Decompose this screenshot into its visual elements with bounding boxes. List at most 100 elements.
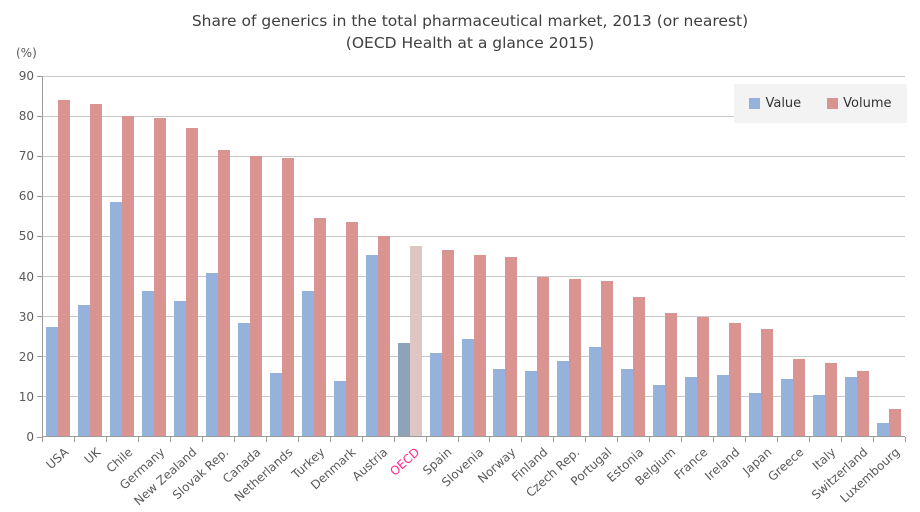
- y-axis-label-50: 50: [18, 229, 34, 244]
- bar-value-greece: [781, 378, 794, 437]
- gridline-70: [42, 155, 905, 157]
- x-axis-tick: [553, 437, 555, 442]
- y-axis-tick: [37, 195, 42, 197]
- bar-value-austria: [365, 254, 378, 437]
- bar-value-ireland: [717, 374, 730, 437]
- y-axis-label-20: 20: [18, 349, 34, 364]
- bar-value-denmark: [333, 380, 346, 437]
- x-axis-tick: [713, 437, 715, 442]
- bar-value-slovak-rep-: [205, 272, 218, 437]
- bar-value-france: [685, 376, 698, 437]
- y-axis-label-60: 60: [18, 189, 34, 204]
- y-axis-label-90: 90: [18, 69, 34, 83]
- bar-volume-netherlands: [281, 158, 294, 437]
- y-axis-label-80: 80: [18, 109, 34, 124]
- x-axis-tick: [233, 437, 235, 442]
- x-axis-tick: [393, 437, 395, 442]
- chart-title: Share of generics in the total pharmaceu…: [191, 12, 749, 30]
- bar-value-czech-rep-: [557, 360, 570, 437]
- legend-swatch-volume-icon: [827, 98, 839, 109]
- bar-volume-canada: [249, 156, 262, 437]
- x-axis-label-ireland: Ireland: [702, 445, 743, 484]
- bar-volume-turkey: [313, 218, 326, 437]
- y-axis-tick: [37, 396, 42, 398]
- x-axis-tick: [585, 437, 587, 442]
- bar-volume-slovak-rep-: [217, 150, 230, 437]
- bar-volume-spain: [441, 250, 454, 437]
- bar-value-finland: [525, 370, 538, 437]
- bar-value-spain: [429, 352, 442, 437]
- bar-value-canada: [237, 322, 250, 437]
- x-axis-label-usa: USA: [43, 445, 72, 473]
- legend-swatch-value-icon: [749, 98, 761, 109]
- x-axis-tick: [777, 437, 779, 442]
- x-axis-label-greece: Greece: [765, 445, 807, 484]
- bar-value-netherlands: [269, 372, 282, 437]
- bar-volume-greece: [793, 358, 806, 437]
- x-axis-tick: [425, 437, 427, 442]
- y-axis-tick: [37, 75, 42, 77]
- plot-area: [42, 75, 905, 437]
- x-axis-tick: [809, 437, 811, 442]
- bar-value-new-zealand: [173, 300, 186, 437]
- bar-volume-luxembourg: [889, 408, 902, 437]
- y-axis-line: [42, 76, 43, 437]
- bar-value-luxembourg: [877, 422, 890, 437]
- bar-volume-usa: [57, 100, 70, 437]
- x-axis-tick: [361, 437, 363, 442]
- bar-volume-new-zealand: [185, 128, 198, 437]
- y-axis-unit-label: (%): [16, 46, 37, 60]
- y-axis-tick: [37, 235, 42, 237]
- gridline-60: [42, 195, 905, 197]
- y-axis-tick: [37, 436, 42, 438]
- bar-value-turkey: [301, 290, 314, 437]
- gridline-80: [42, 115, 905, 117]
- bar-volume-estonia: [633, 296, 646, 437]
- bar-volume-finland: [537, 276, 550, 437]
- bar-value-germany: [141, 290, 154, 437]
- x-axis-tick: [297, 437, 299, 442]
- x-axis-tick: [137, 437, 139, 442]
- bar-volume-austria: [377, 236, 390, 437]
- bar-volume-italy: [825, 362, 838, 437]
- x-axis-tick: [457, 437, 459, 442]
- bar-value-norway: [493, 368, 506, 437]
- bar-volume-germany: [153, 118, 166, 437]
- legend-item-value: Value: [749, 96, 801, 111]
- bar-value-italy: [813, 394, 826, 437]
- y-axis-label-70: 70: [18, 149, 34, 164]
- x-axis-tick: [681, 437, 683, 442]
- x-axis-label-oecd: OECD: [387, 445, 423, 479]
- bar-volume-denmark: [345, 222, 358, 437]
- bar-value-estonia: [621, 368, 634, 437]
- x-axis-tick: [489, 437, 491, 442]
- bar-volume-switzerland: [857, 370, 870, 437]
- y-axis-label-0: 0: [26, 430, 34, 444]
- y-axis-tick: [37, 356, 42, 358]
- x-axis-tick: [105, 437, 107, 442]
- x-axis-tick: [649, 437, 651, 442]
- bar-value-portugal: [589, 346, 602, 437]
- x-axis-tick: [521, 437, 523, 442]
- x-axis-line: [42, 436, 905, 437]
- x-axis-label-uk: UK: [81, 445, 104, 467]
- x-axis-tick: [617, 437, 619, 442]
- y-axis-label-10: 10: [18, 389, 34, 404]
- legend-label-value: Value: [765, 96, 802, 111]
- bar-value-switzerland: [845, 376, 858, 437]
- bar-volume-ireland: [729, 322, 742, 437]
- x-axis-tick: [169, 437, 171, 442]
- bar-value-slovenia: [461, 338, 474, 437]
- x-axis-tick: [841, 437, 843, 442]
- bar-value-japan: [749, 392, 762, 437]
- bar-value-usa: [45, 326, 58, 437]
- y-axis-tick: [37, 276, 42, 278]
- x-axis-label-austria: Austria: [349, 445, 391, 484]
- x-axis-tick: [201, 437, 203, 442]
- bar-value-oecd: [397, 342, 410, 437]
- bar-volume-japan: [761, 328, 774, 437]
- x-axis-tick: [73, 437, 75, 442]
- y-axis-label-30: 30: [18, 309, 34, 324]
- bar-volume-chile: [121, 116, 134, 437]
